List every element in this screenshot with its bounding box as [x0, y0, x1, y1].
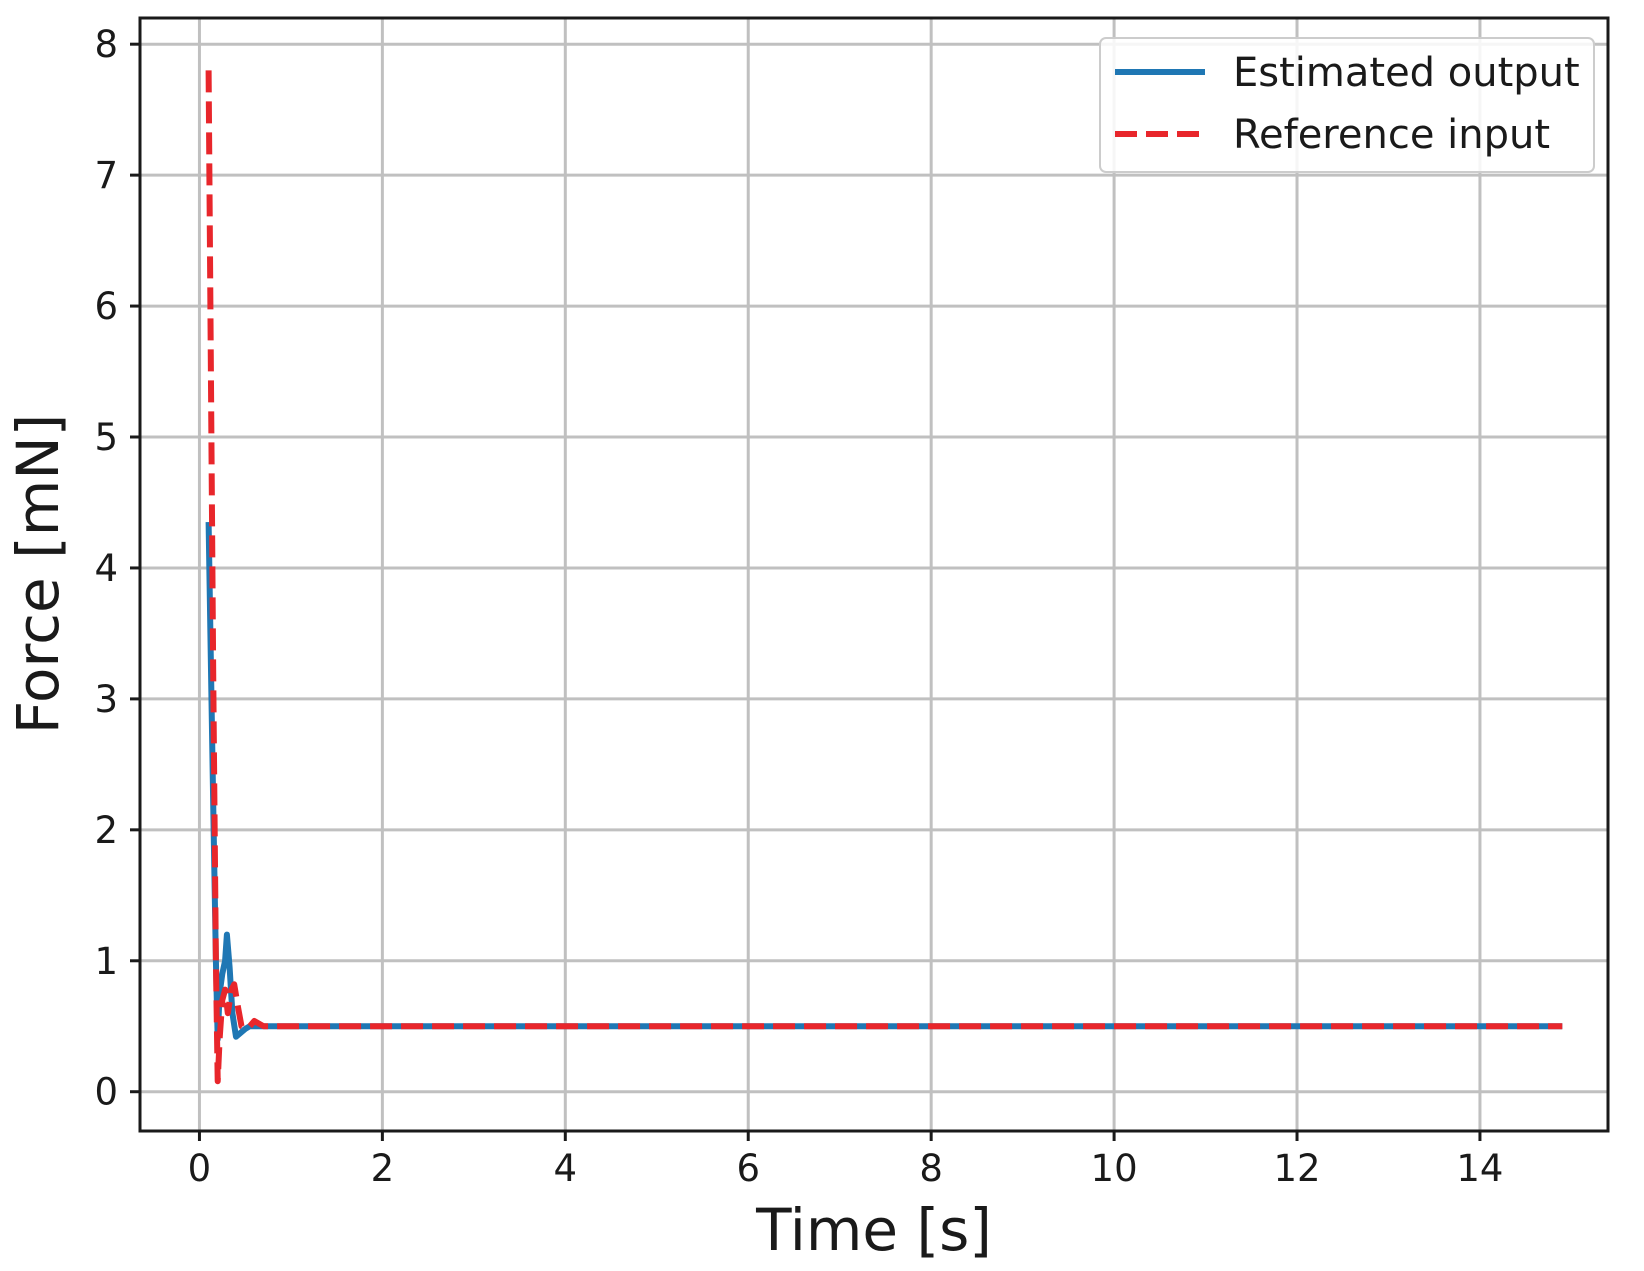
- plot-area: [140, 18, 1608, 1131]
- y-tick-label: 0: [94, 1071, 118, 1114]
- x-tick-label: 10: [1091, 1147, 1138, 1190]
- x-axis: 0 2 4 6 8 10 12 14: [188, 1131, 1503, 1190]
- x-axis-label: Time [s]: [755, 1196, 992, 1264]
- legend: Estimated output Reference input: [1099, 37, 1595, 173]
- y-tick-label: 6: [94, 285, 118, 328]
- legend-box: [1099, 37, 1595, 173]
- x-tick-label: 2: [371, 1147, 395, 1190]
- y-tick-label: 3: [94, 678, 118, 721]
- y-tick-label: 4: [94, 547, 118, 590]
- y-tick-label: 8: [94, 23, 118, 66]
- x-tick-label: 8: [919, 1147, 943, 1190]
- plot-frame: [138, 16, 1610, 1133]
- y-axis-label: Force [mN]: [4, 414, 72, 735]
- y-tick-label: 2: [94, 809, 118, 852]
- x-tick-label: 4: [554, 1147, 578, 1190]
- x-tick-label: 6: [736, 1147, 760, 1190]
- y-tick-label: 7: [94, 154, 118, 197]
- legend-label-reference-input: Reference input: [1233, 112, 1550, 158]
- grid: [140, 18, 1608, 1131]
- y-tick-label: 5: [94, 416, 118, 459]
- series-layer: [205, 70, 1563, 1085]
- series-line-reference-input: [205, 70, 1563, 1085]
- x-tick-label: 12: [1273, 1147, 1320, 1190]
- x-tick-label: 0: [188, 1147, 212, 1190]
- x-tick-label: 14: [1456, 1147, 1503, 1190]
- legend-label-estimated-output: Estimated output: [1233, 50, 1580, 96]
- y-axis: 0 1 2 3 4 5 6 7 8: [94, 23, 140, 1114]
- y-tick-label: 1: [94, 940, 118, 983]
